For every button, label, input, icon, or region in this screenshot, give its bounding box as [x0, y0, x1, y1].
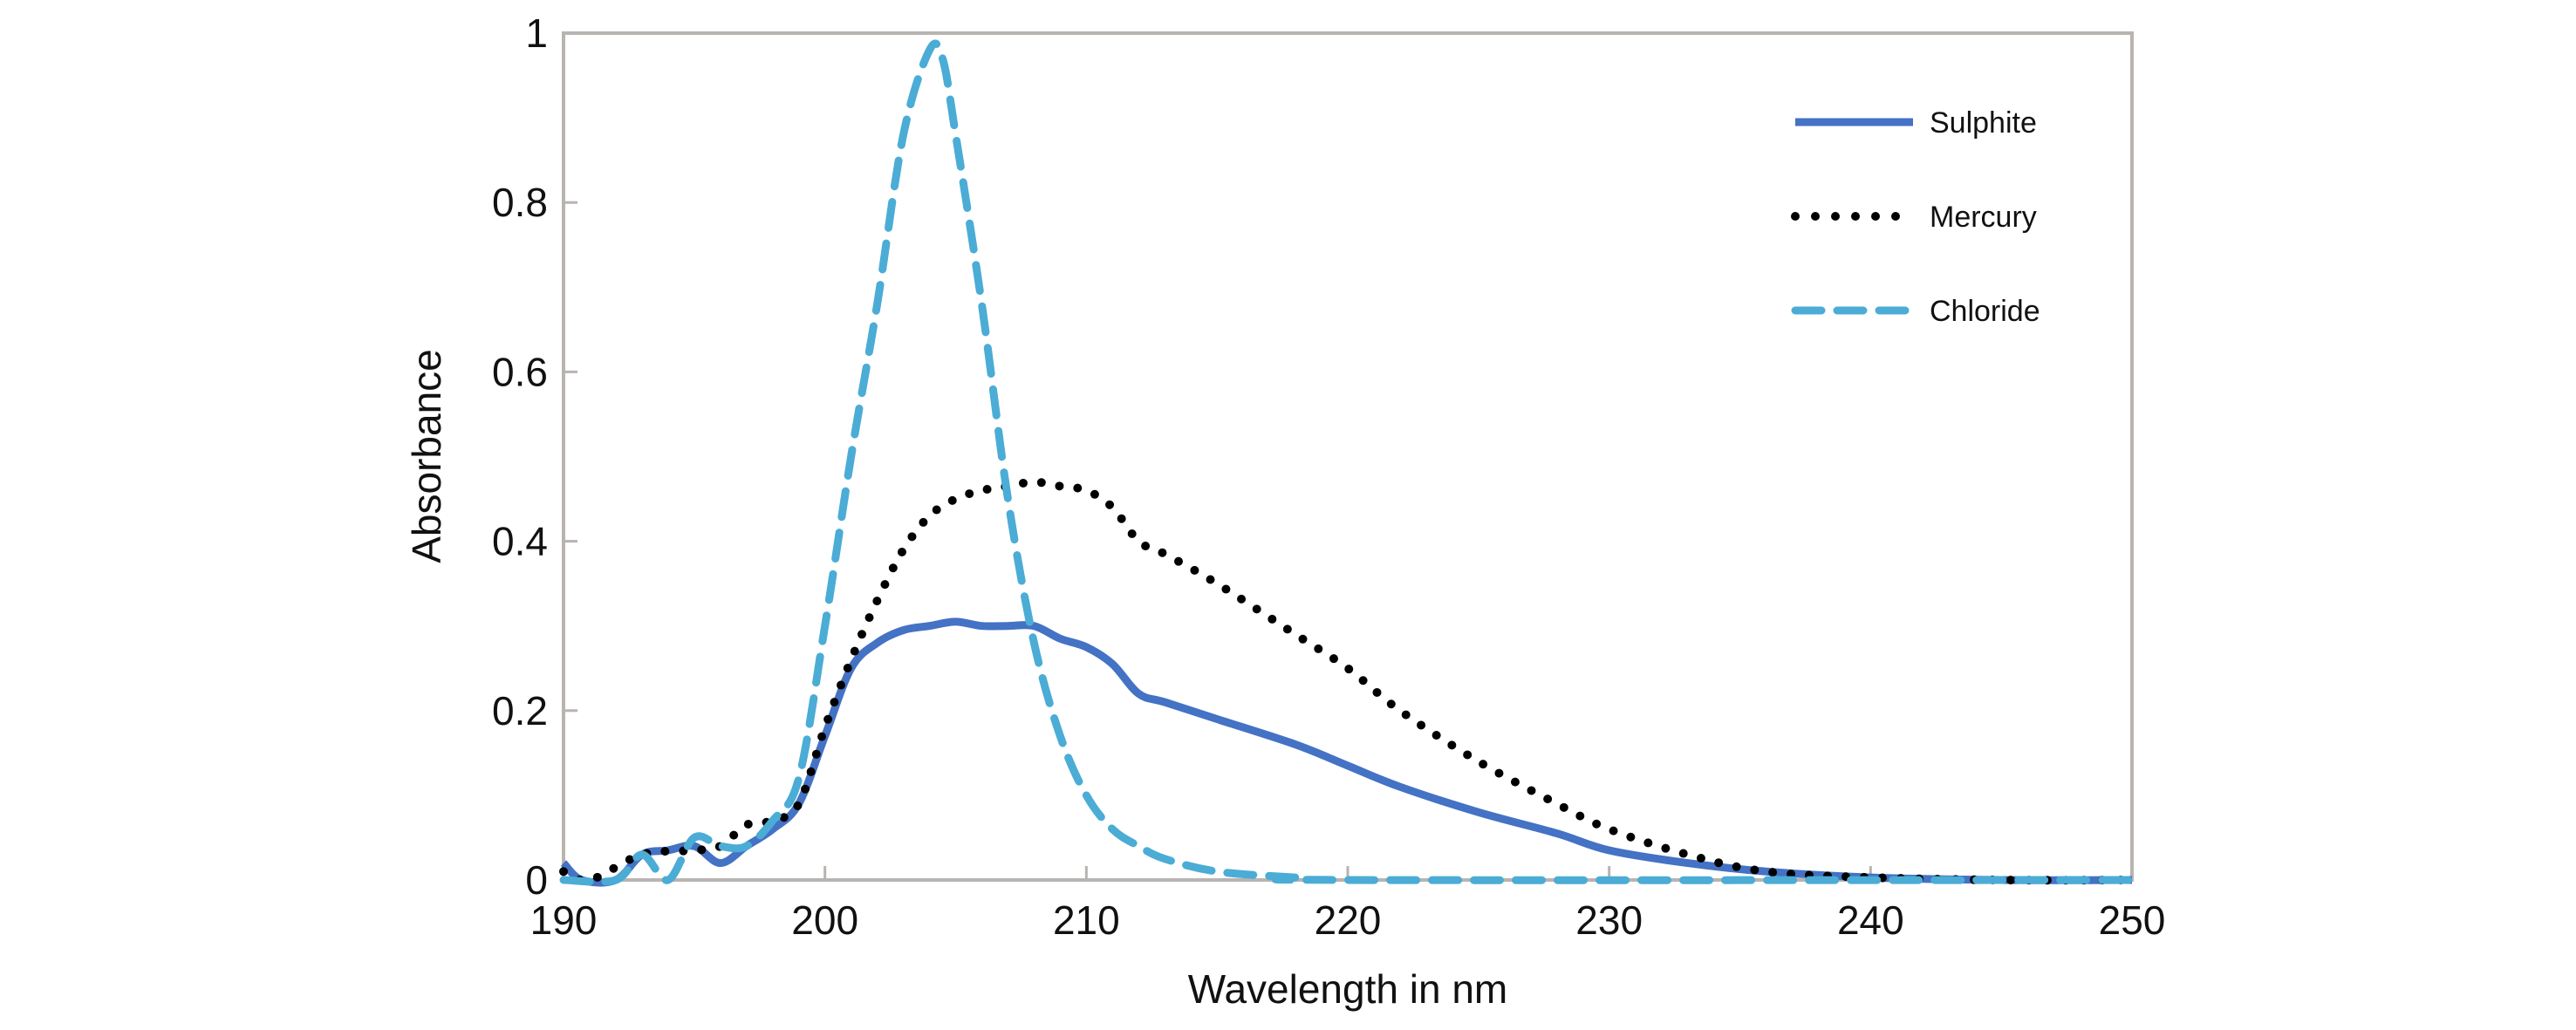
- legend-label-mercury: Mercury: [1930, 201, 2037, 234]
- y-tick-label: 0.8: [492, 180, 548, 225]
- series-line-sulphite: [560, 617, 2133, 887]
- x-tick-label: 200: [791, 897, 858, 943]
- x-tick-label: 230: [1575, 897, 1643, 943]
- legend-label-chloride: Chloride: [1930, 295, 2040, 328]
- x-axis-label: Wavelength in nm: [1188, 966, 1507, 1012]
- legend-label-sulphite: Sulphite: [1930, 106, 2037, 140]
- series-line-mercury: [559, 477, 2136, 885]
- y-tick-label: 0: [525, 857, 548, 903]
- x-tick-label: 240: [1837, 897, 1904, 943]
- plot-frame: [562, 31, 2134, 882]
- y-tick-label: 0.6: [492, 349, 548, 394]
- x-tick-label: 210: [1053, 897, 1120, 943]
- x-tick-label: 190: [530, 897, 598, 943]
- y-tick-label: 1: [525, 10, 548, 56]
- y-tick-label: 0.4: [492, 519, 548, 564]
- y-tick-label: 0.2: [492, 688, 548, 733]
- legend: Sulphite Mercury Chloride: [1791, 106, 2040, 328]
- y-axis-label: Absorbance: [404, 349, 449, 563]
- x-tick-label: 250: [2099, 897, 2166, 943]
- series-line-chloride: [559, 39, 2136, 886]
- x-tick-label: 220: [1315, 897, 1382, 943]
